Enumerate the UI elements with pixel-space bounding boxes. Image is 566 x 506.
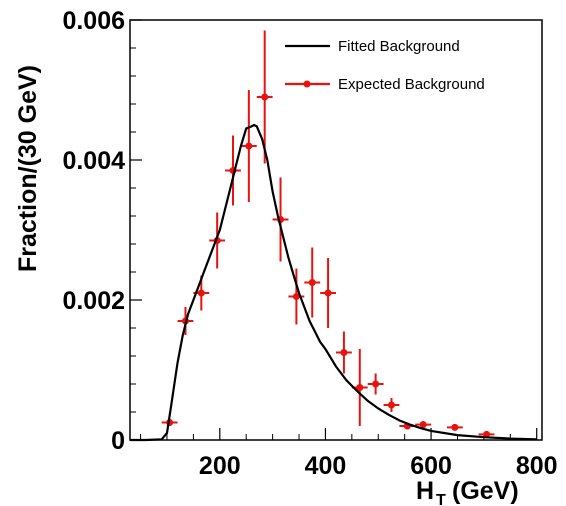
expected-data-point	[304, 247, 321, 318]
x-axis-title: H T (GeV)	[416, 477, 519, 506]
x-tick-label: 400	[305, 452, 347, 480]
y-tick-label: 0.004	[62, 147, 125, 175]
data-marker	[261, 93, 269, 101]
legend-expected-label: Expected Background	[338, 76, 485, 93]
data-marker	[324, 289, 332, 297]
expected-data-point	[240, 90, 257, 202]
data-marker	[308, 279, 316, 286]
x-axis-title-unit: (GeV)	[452, 477, 519, 505]
x-tick-label: 800	[516, 452, 558, 480]
y-axis-title: Fraction/(30 GeV)	[14, 65, 42, 272]
legend: Fitted Background Expected Background	[285, 38, 485, 93]
data-marker	[245, 142, 253, 150]
fitted-background-line	[130, 123, 537, 442]
data-marker	[372, 380, 380, 388]
x-tick-label: 200	[199, 452, 241, 480]
expected-data-point	[288, 268, 305, 325]
y-tick-label: 0.002	[62, 287, 125, 315]
data-marker	[451, 423, 459, 431]
expected-background-series	[161, 30, 495, 438]
expected-data-point	[320, 258, 336, 328]
expected-data-point	[383, 398, 400, 412]
plot-frame	[129, 19, 543, 441]
data-marker	[356, 384, 364, 391]
data-marker	[419, 421, 427, 429]
expected-data-point	[336, 331, 352, 374]
x-tick-labels: 200 400 600 800	[199, 452, 558, 480]
x-axis-title-sub: T	[436, 492, 446, 506]
data-marker	[387, 401, 395, 409]
expected-data-point	[415, 421, 432, 429]
expected-data-point	[367, 373, 384, 395]
data-marker	[197, 289, 205, 297]
legend-expected-marker	[303, 80, 311, 88]
y-tick-label: 0	[111, 427, 125, 455]
data-marker	[340, 349, 348, 356]
data-marker	[292, 293, 300, 300]
expected-data-point	[446, 423, 463, 431]
expected-data-point	[225, 135, 241, 206]
x-tick-label: 600	[410, 452, 452, 480]
y-tick-label: 0.006	[62, 7, 125, 35]
x-axis-title-main: H	[416, 477, 434, 505]
expected-data-point	[256, 30, 273, 164]
expected-data-point	[209, 212, 226, 269]
legend-fitted-label: Fitted Background	[338, 38, 460, 55]
y-tick-labels: 0 0.002 0.004 0.006	[62, 7, 125, 455]
